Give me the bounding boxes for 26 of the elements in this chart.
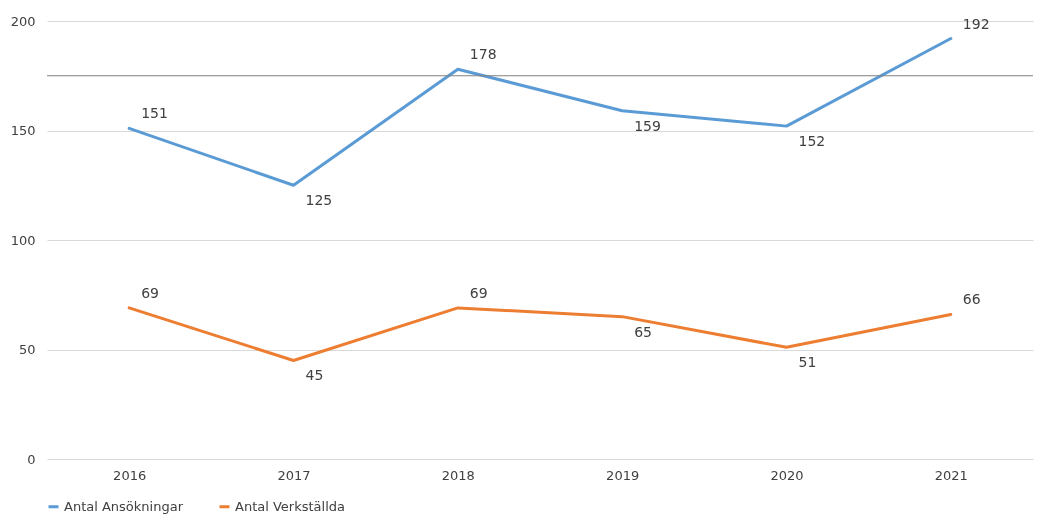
- data-label: 66: [962, 291, 981, 308]
- legend-label: Antal Verkställda: [235, 498, 345, 514]
- data-label: 125: [305, 192, 333, 209]
- legend-label: Antal Ansökningar: [64, 498, 184, 514]
- y-tick-label: 150: [10, 123, 36, 138]
- y-tick-label: 100: [10, 232, 36, 248]
- data-label: 69: [469, 284, 488, 301]
- data-label: 178: [469, 46, 497, 63]
- data-label: 192: [962, 15, 990, 32]
- y-tick-label: 200: [10, 13, 36, 29]
- data-label: 159: [634, 117, 661, 134]
- x-tick-label: 2018: [441, 467, 475, 483]
- line-series: [127, 37, 953, 187]
- data-label: 45: [305, 367, 324, 384]
- x-tick-label: 2021: [934, 467, 968, 483]
- data-label: 51: [798, 354, 817, 371]
- x-tick-label: 2020: [770, 467, 804, 483]
- data-label: 69: [141, 284, 159, 301]
- data-label: 151: [141, 105, 168, 122]
- data-label: 65: [634, 323, 652, 340]
- y-tick-label: 0: [27, 451, 36, 467]
- data-label: 152: [798, 133, 826, 150]
- x-tick-label: 2017: [277, 467, 311, 483]
- x-tick-label: 2016: [113, 467, 147, 483]
- x-tick-label: 2019: [606, 467, 640, 483]
- y-tick-label: 50: [18, 342, 36, 357]
